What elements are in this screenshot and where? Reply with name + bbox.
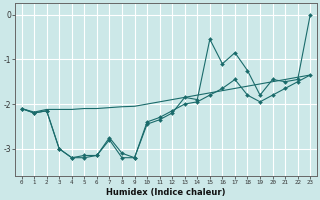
X-axis label: Humidex (Indice chaleur): Humidex (Indice chaleur) — [106, 188, 226, 197]
